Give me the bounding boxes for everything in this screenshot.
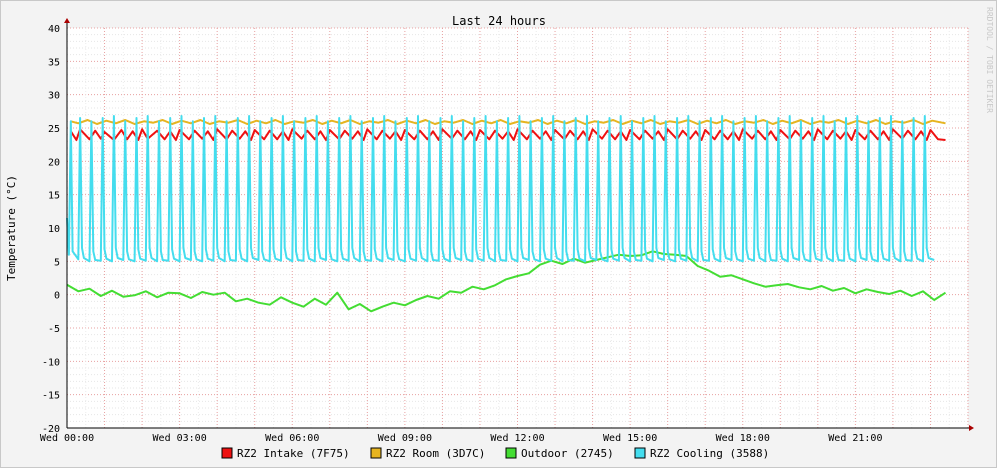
y-axis-arrow (64, 18, 70, 23)
legend-swatch (221, 447, 233, 459)
chart-title: Last 24 hours (452, 14, 546, 28)
x-tick-label: Wed 03:00 (153, 433, 207, 444)
legend-swatch (505, 447, 517, 459)
series-line-3 (66, 115, 935, 263)
y-tick-label: -5 (48, 324, 60, 335)
x-tick-label: Wed 09:00 (378, 433, 432, 444)
y-axis-label: Temperature (°C) (5, 175, 18, 281)
y-tick-label: 0 (54, 291, 60, 302)
legend-label: RZ2 Cooling (3588) (650, 447, 769, 460)
legend-label: Outdoor (2745) (521, 447, 614, 460)
legend-label: RZ2 Intake (7F75) (237, 447, 350, 460)
x-tick-labels: Wed 00:00 Wed 03:00 Wed 06:00 Wed 09:00 Wed … (40, 433, 883, 444)
series-line-2 (66, 250, 947, 313)
y-tick-label: 40 (48, 24, 60, 35)
x-tick-label: Wed 06:00 (265, 433, 319, 444)
x-tick-label: Wed 15:00 (603, 433, 657, 444)
y-tick-label: 20 (48, 157, 60, 168)
x-axis-arrow (969, 425, 974, 431)
x-tick-label: Wed 00:00 (40, 433, 94, 444)
x-tick-label: Wed 18:00 (716, 433, 770, 444)
legend-swatch (634, 447, 646, 459)
y-tick-label: -15 (42, 391, 60, 402)
y-tick-label: 15 (48, 191, 60, 202)
y-tick-label: 5 (54, 257, 60, 268)
y-tick-label: -10 (42, 357, 60, 368)
legend-label: RZ2 Room (3D7C) (386, 447, 485, 460)
watermark: RRDTOOL / TOBI OETIKER (985, 7, 994, 113)
y-tick-label: 30 (48, 91, 60, 102)
y-tick-label: 35 (48, 57, 60, 68)
y-tick-label: -20 (42, 424, 60, 435)
axes (64, 18, 974, 431)
series-layer (66, 115, 947, 313)
y-tick-labels: 40 35 30 25 20 15 10 5 0 -5 -10 -15 -20 (42, 24, 60, 435)
x-tick-label: Wed 21:00 (828, 433, 882, 444)
legend: RZ2 Intake (7F75) RZ2 Room (3D7C) Outdoor … (221, 447, 769, 460)
y-tick-label: 10 (48, 224, 60, 235)
y-tick-label: 25 (48, 124, 60, 135)
legend-swatch (370, 447, 382, 459)
x-tick-label: Wed 12:00 (490, 433, 544, 444)
